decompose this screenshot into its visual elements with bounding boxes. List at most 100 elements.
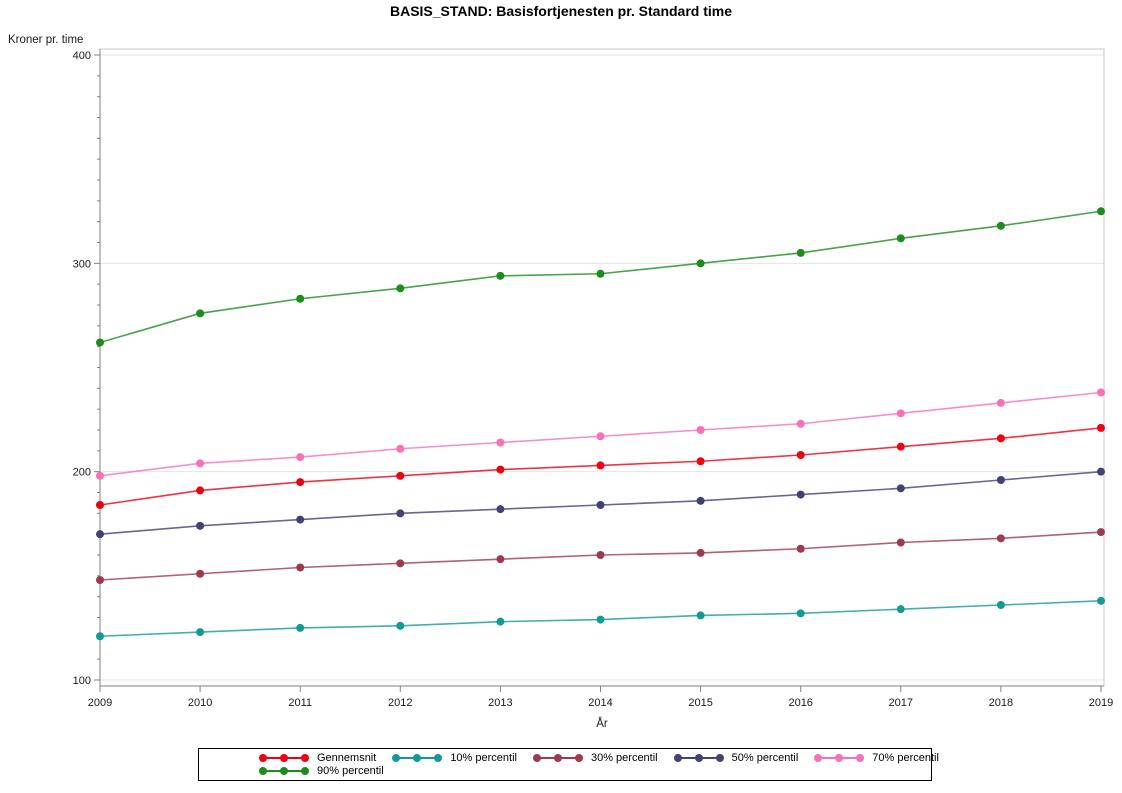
legend-label: 30% percentil [590,752,658,764]
data-point-marker [796,419,805,428]
legend-entry: 10% percentil [390,752,517,764]
data-point-marker [396,444,405,453]
y-tick-label: 200 [73,467,91,479]
legend-entry: 50% percentil [672,752,799,764]
data-point-marker [96,338,104,347]
data-point-marker [696,548,705,557]
data-point-marker [396,509,405,518]
y-tick-label: 100 [73,675,91,687]
y-tick-label: 300 [73,258,91,270]
data-point-marker [296,478,305,487]
data-point-marker [296,515,305,524]
legend-label: 70% percentil [872,752,939,764]
data-point-marker [496,505,505,514]
data-point-marker [796,248,805,257]
data-point-marker [996,476,1005,484]
x-tick-label: 2011 [288,697,312,709]
y-tick-label: 400 [73,50,91,62]
data-point-marker [396,471,405,480]
data-point-marker [1097,467,1105,476]
chart-title: BASIS_STAND: Basisfortjenesten pr. Stand… [389,3,733,19]
data-point-marker [896,409,905,418]
data-point-marker [396,559,405,568]
y-axis-title: Kroner pr. time [8,34,84,46]
legend-marker-icon [259,767,309,775]
data-point-marker [1097,528,1105,537]
data-point-marker [196,309,205,318]
data-point-marker [196,521,205,530]
data-point-marker [896,442,905,451]
data-point-marker [596,615,605,624]
x-tick-label: 2019 [1089,697,1113,709]
data-point-marker [496,555,505,564]
data-point-marker [696,259,705,268]
legend-marker-icon [392,754,443,762]
x-tick-label: 2014 [588,697,612,709]
data-point-marker [596,501,605,509]
data-point-marker [396,621,405,630]
data-point-marker [496,438,505,447]
data-point-marker [896,605,905,614]
data-point-marker [996,221,1005,230]
data-point-marker [96,501,104,509]
data-point-marker [96,632,104,641]
data-point-marker [96,471,104,480]
plot-frame [99,48,1105,687]
legend-label: Gennemsnit [317,752,377,764]
data-point-marker [896,538,905,547]
data-point-marker [896,484,905,493]
legend-label: 10% percentil [450,752,517,764]
legend-entry: 30% percentil [531,752,658,764]
data-point-marker [796,451,805,459]
data-point-marker [896,234,905,243]
data-point-marker [596,461,605,470]
data-point-marker [796,609,805,618]
data-point-marker [296,563,305,572]
data-point-marker [996,534,1005,543]
legend-label: 50% percentil [731,752,799,764]
data-point-marker [696,457,705,466]
legend-label: 90% percentil [317,765,384,777]
legend-marker-icon [814,754,865,762]
data-point-marker [596,269,605,278]
data-point-marker [596,432,605,441]
data-point-marker [1097,423,1105,432]
data-point-marker [96,530,104,539]
x-tick-label: 2012 [388,697,412,709]
data-point-marker [96,576,104,584]
data-point-marker [196,628,205,637]
data-point-marker [696,496,705,505]
x-tick-label: 2010 [188,697,212,709]
data-point-marker [296,453,305,462]
data-point-marker [196,459,205,468]
data-point-marker [696,611,705,620]
x-tick-label: 2016 [788,697,812,709]
legend-row: 90% percentil [257,765,923,777]
x-tick-label: 2018 [989,697,1013,709]
legend-marker-icon [532,754,583,762]
data-point-marker [1097,388,1105,397]
data-point-marker [296,294,305,303]
data-point-marker [1097,596,1105,605]
legend-entry: Gennemsnit [257,752,376,764]
data-point-marker [996,601,1005,609]
data-point-marker [996,434,1005,443]
data-point-marker [996,398,1005,407]
data-point-marker [496,617,505,626]
data-point-marker [796,544,805,553]
x-axis-title: År [596,718,608,730]
data-point-marker [296,623,305,632]
legend-entry: 70% percentil [812,752,939,764]
legend: Gennemsnit 10% percentil 30% percentil 50% … [198,748,939,781]
legend-entry: 90% percentil [257,765,384,777]
legend-row: Gennemsnit 10% percentil 30% percentil 50% … [257,752,939,764]
x-tick-label: 2009 [88,697,112,709]
data-point-marker [1097,207,1105,216]
x-tick-label: 2013 [488,697,512,709]
legend-marker-icon [259,754,309,762]
x-tick-label: 2015 [688,697,712,709]
plot-area: 100 200 300 400 2009 2010 2011 2012 2013 2014 2015… [73,48,1113,709]
data-point-marker [596,551,605,559]
legend-marker-icon [673,754,724,762]
data-point-marker [196,486,205,495]
